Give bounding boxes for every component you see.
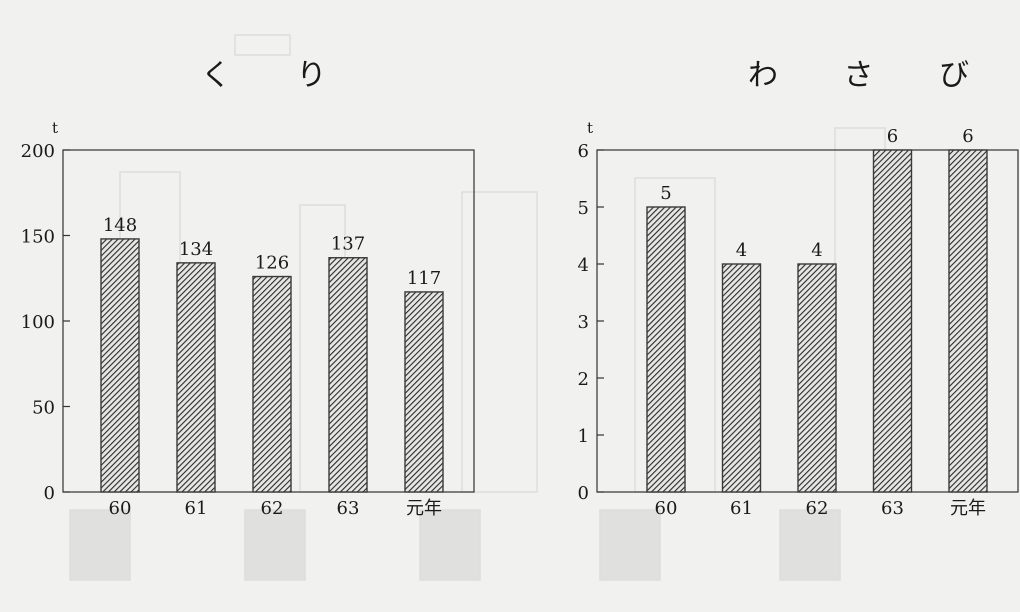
y-tick-label: 1 [578,426,589,447]
y-axis-unit-label: t [587,119,593,137]
y-tick-label: 150 [21,227,55,248]
bar-value-label: 4 [811,240,822,261]
y-tick-label: 4 [578,255,589,276]
chart-title-wasabi: わ さ び [748,50,997,94]
bar-value-label: 134 [179,239,213,260]
bar-value-label: 5 [660,183,671,204]
y-tick-label: 50 [32,398,55,419]
bar [723,264,761,492]
x-tick-label: 60 [655,498,678,519]
x-tick-label: 63 [881,498,904,519]
x-tick-label: 63 [337,498,360,519]
chart-kuri: t 0 50 100 150 200 148 60 134 61 126 62 137 63 117 元年 [21,119,474,519]
bar [647,207,685,492]
x-tick-label: 61 [730,498,753,519]
bar [329,258,367,492]
bar [949,150,987,492]
x-tick-label: 60 [109,498,132,519]
x-tick-label: 62 [806,498,829,519]
y-tick-label: 2 [578,369,589,390]
y-axis-unit-label: t [52,119,58,137]
chart-wasabi: t 0 1 2 3 4 5 6 5 60 4 61 4 62 6 63 6 元年 [578,119,1018,519]
bar [177,263,215,492]
bar [101,239,139,492]
bar [405,292,443,492]
bar-value-label: 4 [736,240,747,261]
y-tick-label: 0 [578,483,589,504]
y-tick-label: 100 [21,312,55,333]
x-tick-label: 61 [185,498,208,519]
bar-value-label: 6 [887,126,898,147]
y-tick-label: 200 [21,141,55,162]
bar-value-label: 148 [103,215,137,236]
x-tick-label: 元年 [406,498,442,519]
y-tick-label: 3 [578,312,589,333]
bar-value-label: 6 [962,126,973,147]
bar [874,150,912,492]
bar-value-label: 117 [407,268,441,289]
y-tick-label: 5 [578,198,589,219]
bar-value-label: 137 [331,234,365,255]
bar [798,264,836,492]
bar [253,277,291,492]
y-tick-label: 6 [578,141,589,162]
x-tick-label: 元年 [950,498,986,519]
x-tick-label: 62 [261,498,284,519]
bar-value-label: 126 [255,253,289,274]
y-tick-label: 0 [44,483,55,504]
chart-title-kuri: く り [201,50,355,94]
